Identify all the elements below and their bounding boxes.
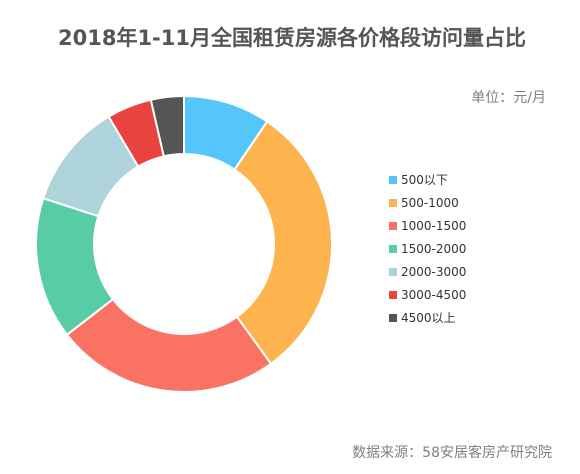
legend-label: 500-1000: [401, 195, 459, 210]
legend-label: 1500-2000: [401, 241, 467, 256]
legend-swatch: [389, 244, 397, 253]
legend-swatch: [389, 175, 397, 184]
slice-3: [65, 297, 273, 393]
legend-swatch: [389, 221, 397, 230]
legend-label: 3000-4500: [401, 287, 467, 302]
legend-item: 4500以上: [389, 306, 466, 329]
legend-item: 500以下: [389, 168, 466, 191]
legend-label: 2000-3000: [401, 264, 467, 279]
legend-label: 4500以上: [401, 311, 456, 325]
legend-swatch: [389, 267, 397, 276]
legend-item: 1000-1500: [389, 214, 466, 237]
legend-swatch: [389, 313, 397, 322]
legend-item: 3000-4500: [389, 283, 466, 306]
legend-item: 1500-2000: [389, 237, 466, 260]
unit-label: 单位：元/月: [471, 90, 546, 106]
legend-label: 1000-1500: [401, 218, 467, 233]
slice-2: [233, 120, 333, 366]
legend-label: 500以下: [401, 173, 448, 187]
legend-swatch: [389, 198, 397, 207]
slice-7: [149, 94, 185, 158]
source-label: 数据来源：58安居客房产研究院: [352, 445, 552, 461]
chart-legend: 500以下 500-1000 1000-1500 1500-2000 2000-3000…: [389, 168, 466, 329]
chart-title: 2018年1-11月全国租赁房源各价格段访问量占比: [58, 26, 526, 50]
legend-item: 500-1000: [389, 191, 466, 214]
legend-item: 2000-3000: [389, 260, 466, 283]
legend-swatch: [389, 290, 397, 299]
